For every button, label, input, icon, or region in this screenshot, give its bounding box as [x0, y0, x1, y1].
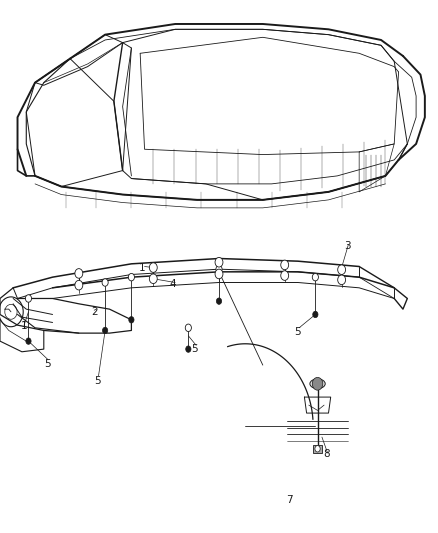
Circle shape: [149, 274, 157, 284]
Circle shape: [281, 260, 289, 270]
Circle shape: [215, 269, 223, 279]
Circle shape: [102, 327, 108, 334]
Circle shape: [75, 269, 83, 278]
Circle shape: [216, 265, 222, 273]
Circle shape: [338, 275, 346, 285]
Ellipse shape: [310, 379, 325, 389]
Text: 4: 4: [170, 279, 177, 288]
Circle shape: [129, 317, 134, 323]
Text: 7: 7: [286, 495, 293, 505]
Circle shape: [315, 446, 320, 452]
Circle shape: [312, 273, 318, 281]
Text: 5: 5: [294, 327, 301, 336]
Circle shape: [338, 265, 346, 274]
Text: 8: 8: [323, 449, 330, 459]
Circle shape: [312, 377, 323, 390]
Circle shape: [281, 271, 289, 280]
Circle shape: [186, 346, 191, 352]
Circle shape: [216, 298, 222, 304]
Bar: [313, 445, 322, 453]
Circle shape: [75, 280, 83, 290]
Circle shape: [26, 338, 31, 344]
Circle shape: [215, 257, 223, 267]
Text: 1: 1: [21, 321, 28, 331]
Text: 1: 1: [139, 263, 146, 272]
Text: 5: 5: [191, 344, 198, 354]
Text: 5: 5: [94, 376, 101, 386]
Circle shape: [25, 295, 32, 302]
Text: 3: 3: [344, 241, 351, 251]
Circle shape: [102, 279, 108, 286]
Text: 5: 5: [44, 359, 51, 368]
Text: 2: 2: [91, 307, 98, 317]
Circle shape: [128, 273, 134, 281]
Circle shape: [185, 324, 191, 332]
Circle shape: [149, 263, 157, 272]
Circle shape: [313, 311, 318, 318]
